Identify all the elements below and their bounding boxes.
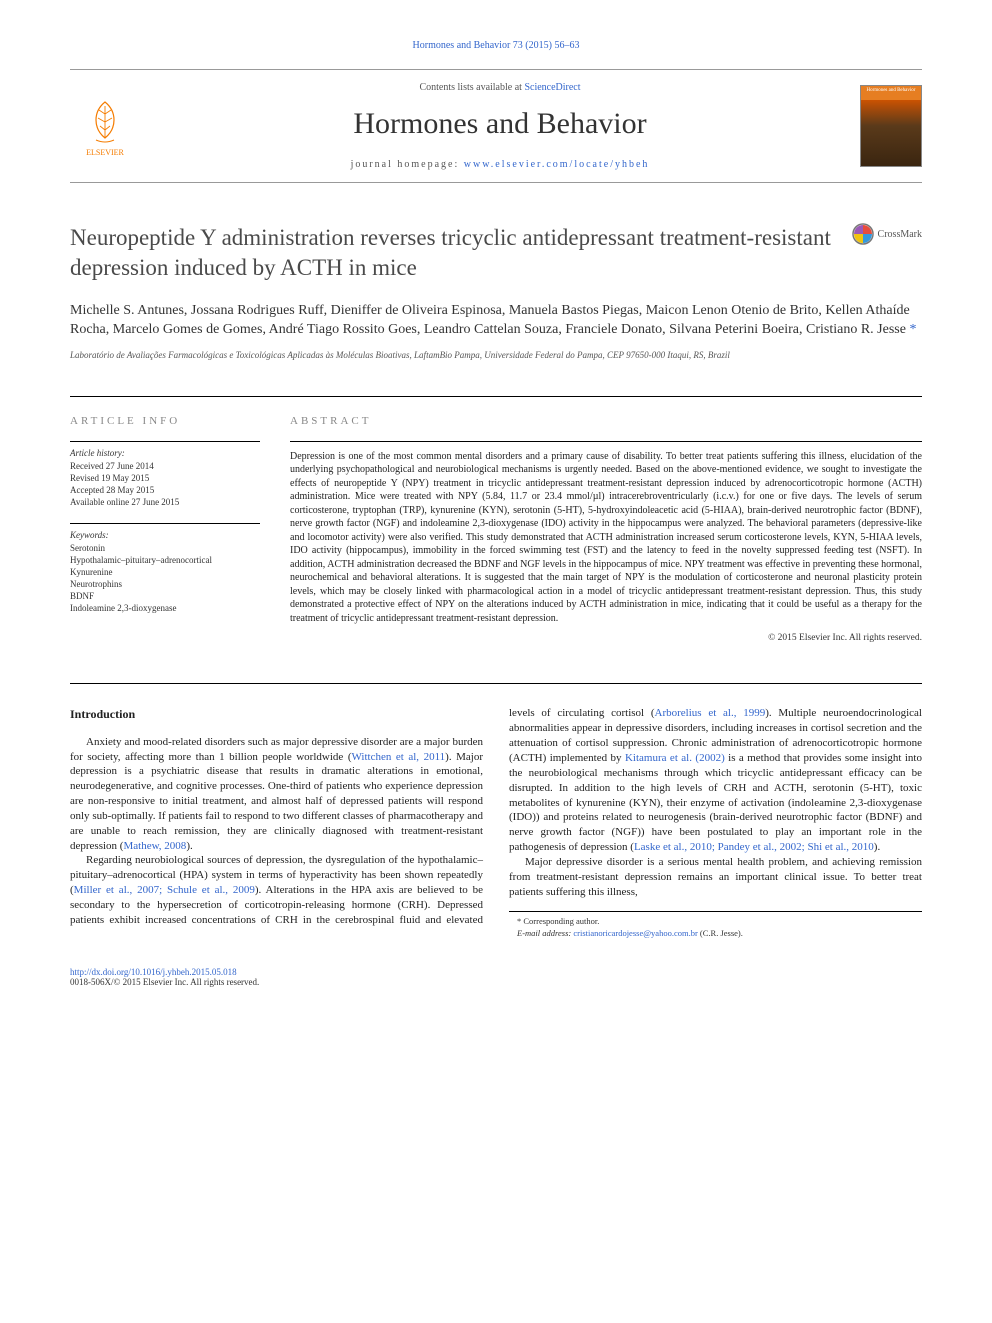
keyword: Indoleamine 2,3-dioxygenase [70,602,260,614]
email-line: E-mail address: cristianoricardojesse@ya… [509,928,922,939]
history-line: Received 27 June 2014 [70,460,260,472]
body-text: Introduction Anxiety and mood-related di… [70,706,922,939]
keywords-label: Keywords: [70,530,260,540]
history-line: Available online 27 June 2015 [70,496,260,508]
abstract-column: abstract Depression is one of the most c… [290,415,922,644]
keyword: Hypothalamic–pituitary–adrenocortical [70,554,260,566]
citation-link[interactable]: Laske et al., 2010; Pandey et al., 2002;… [634,841,874,853]
text-run: Major depressive disorder is a serious m… [509,856,922,898]
title-block: Neuropeptide Y administration reverses t… [70,223,922,283]
page-footer: http://dx.doi.org/10.1016/j.yhbeh.2015.0… [70,967,922,987]
history-line: Revised 19 May 2015 [70,472,260,484]
keywords-block: Keywords: Serotonin Hypothalamic–pituita… [70,530,260,615]
keyword: Kynurenine [70,566,260,578]
citation-link[interactable]: Kitamura et al. (2002) [625,752,725,764]
section-heading-introduction: Introduction [70,706,483,722]
doi-link[interactable]: http://dx.doi.org/10.1016/j.yhbeh.2015.0… [70,967,237,977]
elsevier-logo: ELSEVIER [70,86,140,166]
crossmark-icon [852,223,874,245]
elsevier-label: ELSEVIER [86,148,124,157]
history-line: Accepted 28 May 2015 [70,484,260,496]
homepage-link[interactable]: www.elsevier.com/locate/yhbeh [464,159,650,170]
keyword: BDNF [70,590,260,602]
paragraph: Anxiety and mood-related disorders such … [70,735,483,854]
email-suffix: (C.R. Jesse). [698,928,743,938]
citation-link[interactable]: Miller et al., 2007; Schule et al., 2009 [74,884,255,896]
journal-header: ELSEVIER Contents lists available at Sci… [70,69,922,183]
homepage-prefix: journal homepage: [351,159,464,170]
keyword: Neurotrophins [70,578,260,590]
article-info-heading: article info [70,415,260,427]
citation-link[interactable]: Wittchen et al, 2011 [351,751,445,763]
body-divider [70,683,922,684]
elsevier-tree-icon [82,96,128,146]
sciencedirect-link[interactable]: ScienceDirect [524,82,580,93]
text-run: is a method that provides some insight i… [509,752,922,853]
contents-available: Contents lists available at ScienceDirec… [140,82,860,93]
article-history: Article history: Received 27 June 2014 R… [70,448,260,509]
info-abstract-row: article info Article history: Received 2… [70,396,922,644]
history-label: Article history: [70,448,260,458]
abstract-text: Depression is one of the most common men… [290,441,922,626]
journal-name: Hormones and Behavior [140,107,860,141]
corresponding-marker: * [909,322,916,337]
corresponding-author-note: * Corresponding author. [509,916,922,927]
article-info-column: article info Article history: Received 2… [70,415,260,644]
header-center: Contents lists available at ScienceDirec… [140,82,860,170]
keyword: Serotonin [70,542,260,554]
authors-text: Michelle S. Antunes, Jossana Rodrigues R… [70,303,910,338]
cover-title: Hormones and Behavior [861,88,921,94]
abstract-copyright: © 2015 Elsevier Inc. All rights reserved… [290,633,922,643]
author-list: Michelle S. Antunes, Jossana Rodrigues R… [70,301,922,340]
journal-homepage: journal homepage: www.elsevier.com/locat… [140,159,860,170]
paper-title: Neuropeptide Y administration reverses t… [70,223,852,283]
crossmark-badge[interactable]: CrossMark [852,223,922,245]
footnote-block: * Corresponding author. E-mail address: … [509,911,922,939]
abstract-heading: abstract [290,415,922,427]
text-run: ). [874,841,880,853]
paragraph: Major depressive disorder is a serious m… [509,855,922,900]
citation-link[interactable]: Mathew, 2008 [123,840,186,852]
citation-link[interactable]: Arborelius et al., 1999 [655,707,766,719]
text-run: ). [186,840,192,852]
contents-prefix: Contents lists available at [419,82,524,93]
journal-cover-thumbnail: Hormones and Behavior [860,85,922,167]
issn-copyright: 0018-506X/© 2015 Elsevier Inc. All right… [70,977,922,987]
affiliation: Laboratório de Avaliações Farmacológicas… [70,350,922,360]
email-label: E-mail address: [517,928,573,938]
crossmark-label: CrossMark [878,229,922,240]
email-link[interactable]: cristianoricardojesse@yahoo.com.br [573,928,697,938]
text-run: ). Major depression is a psychiatric dis… [70,751,483,852]
running-head: Hormones and Behavior 73 (2015) 56–63 [70,40,922,51]
